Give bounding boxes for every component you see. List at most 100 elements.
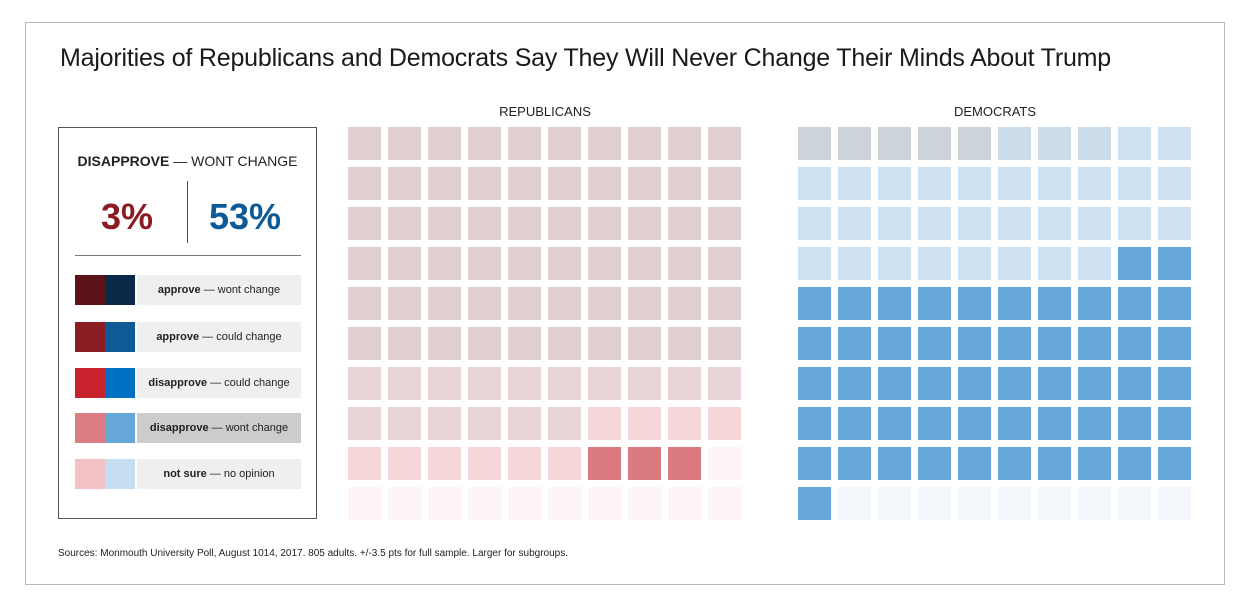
waffle-cell	[588, 127, 621, 160]
legend-box: DISAPPROVE — WONT CHANGE 3% 53% approve …	[58, 127, 317, 519]
waffle-cell	[508, 287, 541, 320]
waffle-cell	[798, 407, 831, 440]
waffle-cell	[668, 407, 701, 440]
panel-title-democrats: DEMOCRATS	[953, 104, 1037, 119]
waffle-cell	[388, 367, 421, 400]
waffle-cell	[838, 127, 871, 160]
waffle-cell	[1038, 167, 1071, 200]
waffle-cell	[1118, 127, 1151, 160]
waffle-cell	[628, 447, 661, 480]
waffle-cell	[1118, 407, 1151, 440]
legend-swatch-rep	[75, 275, 105, 305]
waffle-cell	[708, 447, 741, 480]
waffle-cell	[918, 447, 951, 480]
waffle-cell	[838, 487, 871, 520]
waffle-cell	[1118, 167, 1151, 200]
waffle-cell	[1038, 247, 1071, 280]
waffle-cell	[588, 407, 621, 440]
waffle-cell	[548, 207, 581, 240]
waffle-cell	[468, 327, 501, 360]
waffle-cell	[428, 407, 461, 440]
waffle-cell	[1078, 127, 1111, 160]
waffle-cell	[468, 407, 501, 440]
waffle-cell	[998, 407, 1031, 440]
waffle-cell	[918, 327, 951, 360]
waffle-cell	[798, 207, 831, 240]
waffle-cell	[468, 447, 501, 480]
legend-headline: DISAPPROVE — WONT CHANGE	[59, 153, 316, 169]
waffle-cell	[508, 407, 541, 440]
waffle-cell	[428, 367, 461, 400]
waffle-cell	[1038, 287, 1071, 320]
legend-horizontal-divider	[75, 255, 301, 256]
panel-title-republicans: REPUBLICANS	[499, 104, 591, 119]
waffle-cell	[468, 287, 501, 320]
waffle-cell	[998, 207, 1031, 240]
waffle-cell	[708, 207, 741, 240]
waffle-cell	[668, 367, 701, 400]
waffle-cell	[428, 167, 461, 200]
waffle-cell	[348, 367, 381, 400]
waffle-cell	[798, 287, 831, 320]
waffle-cell	[798, 487, 831, 520]
waffle-cell	[348, 407, 381, 440]
waffle-cell	[878, 127, 911, 160]
waffle-cell	[708, 247, 741, 280]
waffle-cell	[348, 247, 381, 280]
waffle-cell	[348, 487, 381, 520]
waffle-cell	[918, 167, 951, 200]
waffle-cell	[508, 327, 541, 360]
waffle-cell	[998, 127, 1031, 160]
waffle-cell	[918, 207, 951, 240]
waffle-cell	[508, 487, 541, 520]
legend-item-label: not sure — no opinion	[137, 459, 301, 489]
legend-item: approve — wont change	[75, 275, 301, 305]
waffle-cell	[1078, 327, 1111, 360]
waffle-cell	[838, 247, 871, 280]
legend-item: not sure — no opinion	[75, 459, 301, 489]
waffle-cell	[998, 367, 1031, 400]
waffle-cell	[628, 327, 661, 360]
waffle-cell	[878, 327, 911, 360]
waffle-cell	[388, 447, 421, 480]
waffle-cell	[1038, 447, 1071, 480]
waffle-cell	[388, 127, 421, 160]
waffle-cell	[388, 407, 421, 440]
legend-swatch-rep	[75, 413, 105, 443]
waffle-cell	[668, 487, 701, 520]
democrat-percent: 53%	[209, 196, 282, 237]
waffle-cell	[668, 167, 701, 200]
waffle-cell	[838, 327, 871, 360]
waffle-cell	[878, 287, 911, 320]
waffle-cell	[998, 327, 1031, 360]
waffle-cell	[798, 127, 831, 160]
waffle-cell	[708, 367, 741, 400]
waffle-cell	[838, 447, 871, 480]
waffle-cell	[628, 207, 661, 240]
waffle-cell	[1078, 407, 1111, 440]
waffle-cell	[348, 287, 381, 320]
waffle-cell	[508, 127, 541, 160]
legend-item-highlighted: disapprove — wont change	[75, 413, 301, 443]
legend-item-label: approve — could change	[137, 322, 301, 352]
waffle-cell	[388, 327, 421, 360]
waffle-cell	[1078, 487, 1111, 520]
waffle-cell	[588, 327, 621, 360]
waffle-cell	[428, 287, 461, 320]
waffle-cell	[588, 247, 621, 280]
waffle-cell	[878, 247, 911, 280]
waffle-cell	[548, 367, 581, 400]
waffle-cell	[1118, 207, 1151, 240]
waffle-cell	[1038, 407, 1071, 440]
waffle-cell	[1158, 367, 1191, 400]
waffle-cell	[1158, 407, 1191, 440]
waffle-cell	[1158, 167, 1191, 200]
waffle-cell	[708, 327, 741, 360]
legend-item: disapprove — could change	[75, 368, 301, 398]
legend-item-label: disapprove — could change	[137, 368, 301, 398]
waffle-cell	[798, 327, 831, 360]
waffle-cell	[958, 407, 991, 440]
waffle-cell	[348, 207, 381, 240]
waffle-cell	[918, 407, 951, 440]
